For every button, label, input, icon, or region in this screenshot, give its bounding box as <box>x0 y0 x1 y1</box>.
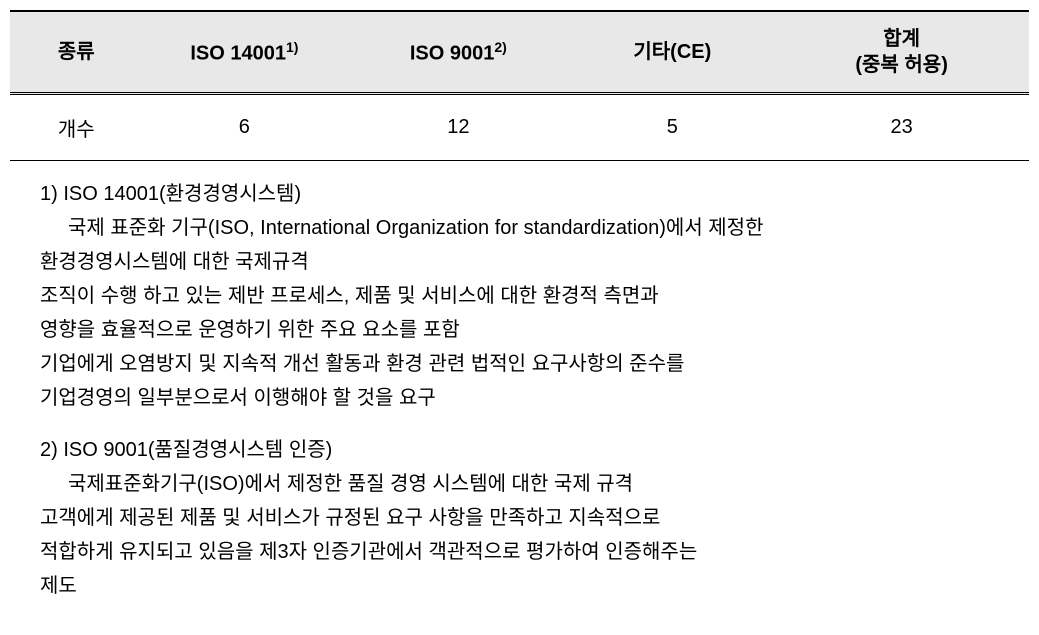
footnote-2-line3: 적합하게 유지되고 있음을 제3자 인증기관에서 객관적으로 평가하여 인증해주… <box>40 535 1009 569</box>
table-data-row: 개수 6 12 5 23 <box>10 94 1029 161</box>
header-type: 종류 <box>10 11 142 94</box>
cell-total: 23 <box>774 94 1029 161</box>
footnote-1-marker: 1) <box>40 183 58 205</box>
header-iso14001: ISO 140011) <box>142 11 346 94</box>
footnotes-section: 1) ISO 14001(환경경영시스템) 국제 표준화 기구(ISO, Int… <box>10 173 1029 625</box>
footnote-1-line5: 기업에게 오염방지 및 지속적 개선 활동과 환경 관련 법적인 요구사항의 준… <box>40 347 1009 381</box>
footnote-1-title-line: 1) ISO 14001(환경경영시스템) <box>40 177 1009 211</box>
footnote-2-line2: 고객에게 제공된 제품 및 서비스가 규정된 요구 사항을 만족하고 지속적으로 <box>40 501 1009 535</box>
footnote-2-marker: 2) <box>40 439 58 461</box>
footnote-1-title: ISO 14001(환경경영시스템) <box>63 183 301 205</box>
header-iso9001: ISO 90012) <box>346 11 570 94</box>
table-header-row: 종류 ISO 140011) ISO 90012) 기타(CE) 합계 (중복 … <box>10 11 1029 94</box>
footnote-1: 1) ISO 14001(환경경영시스템) 국제 표준화 기구(ISO, Int… <box>40 177 1009 415</box>
cell-other: 5 <box>570 94 774 161</box>
header-other: 기타(CE) <box>570 11 774 94</box>
footnote-2: 2) ISO 9001(품질경영시스템 인증) 국제표준화기구(ISO)에서 제… <box>40 433 1009 603</box>
footnote-1-line4: 영향을 효율적으로 운영하기 위한 주요 요소를 포함 <box>40 313 1009 347</box>
footnote-2-line1: 국제표준화기구(ISO)에서 제정한 품질 경영 시스템에 대한 국제 규격 <box>68 467 1009 501</box>
certification-table: 종류 ISO 140011) ISO 90012) 기타(CE) 합계 (중복 … <box>10 10 1029 161</box>
footnote-2-title: ISO 9001(품질경영시스템 인증) <box>63 439 332 461</box>
footnote-2-line4: 제도 <box>40 569 1009 603</box>
header-total-line2: (중복 허용) <box>855 54 947 76</box>
footnote-1-line3: 조직이 수행 하고 있는 제반 프로세스, 제품 및 서비스에 대한 환경적 측… <box>40 279 1009 313</box>
cell-label: 개수 <box>10 94 142 161</box>
certification-table-container: 종류 ISO 140011) ISO 90012) 기타(CE) 합계 (중복 … <box>10 10 1029 161</box>
footnote-1-line2: 환경경영시스템에 대한 국제규격 <box>40 245 1009 279</box>
cell-iso9001: 12 <box>346 94 570 161</box>
footnote-2-title-line: 2) ISO 9001(품질경영시스템 인증) <box>40 433 1009 467</box>
footnote-1-line1: 국제 표준화 기구(ISO, International Organizatio… <box>68 211 1009 245</box>
header-total: 합계 (중복 허용) <box>774 11 1029 94</box>
header-iso9001-sup: 2) <box>494 39 506 55</box>
header-total-line1: 합계 <box>883 28 920 50</box>
header-iso14001-text: ISO 14001 <box>190 42 286 64</box>
footnote-2-body: 국제표준화기구(ISO)에서 제정한 품질 경영 시스템에 대한 국제 규격 <box>40 467 1009 501</box>
header-iso9001-text: ISO 9001 <box>410 42 495 64</box>
header-iso14001-sup: 1) <box>286 39 298 55</box>
footnote-1-body: 국제 표준화 기구(ISO, International Organizatio… <box>40 211 1009 245</box>
cell-iso14001: 6 <box>142 94 346 161</box>
footnote-1-line6: 기업경영의 일부분으로서 이행해야 할 것을 요구 <box>40 381 1009 415</box>
